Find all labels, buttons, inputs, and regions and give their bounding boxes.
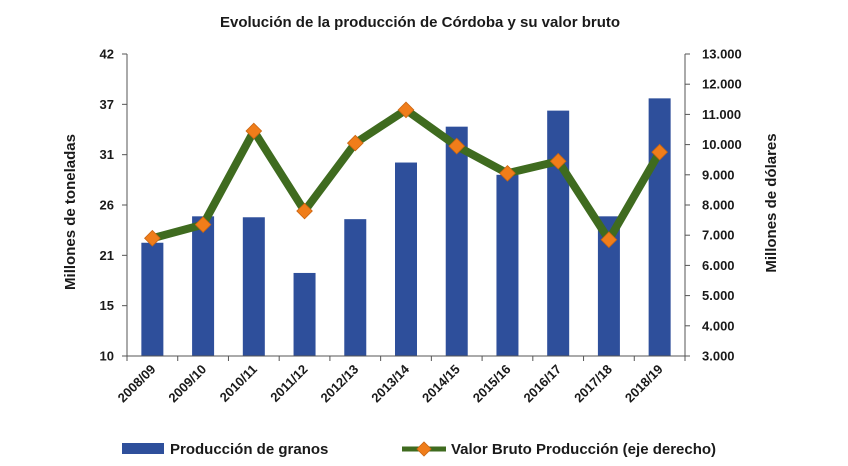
x-tick-label: 2010/11 (217, 362, 260, 405)
x-tick-label: 2017/18 (571, 362, 615, 406)
bar-2018-19 (648, 98, 671, 356)
x-tick-label: 2018/19 (622, 362, 666, 406)
marker-2016-17 (549, 152, 567, 170)
legend-label-line: Valor Bruto Producción (eje derecho) (451, 441, 716, 458)
y-right-tick-label: 7.000 (702, 228, 735, 243)
x-tick-label: 2014/15 (419, 362, 463, 406)
y-left-tick-label: 42 (100, 47, 114, 62)
bar-2012-13 (344, 219, 367, 356)
legend-swatch-marker (416, 441, 432, 457)
marker-2008-09 (144, 229, 161, 247)
bar-2008-09 (141, 242, 164, 356)
y-right-tick-label: 11.000 (702, 107, 741, 122)
y-right-tick-label: 5.000 (702, 288, 735, 303)
x-tick-label: 2011/12 (267, 362, 310, 405)
x-tick-label: 2015/16 (470, 362, 514, 406)
bar-2011-12 (293, 272, 316, 356)
legend-label-bars: Producción de granos (170, 441, 328, 458)
y-left-axis-title: Millones de toneladas (62, 134, 79, 290)
x-tick-label: 2013/14 (368, 361, 412, 405)
x-tick-label: 2009/10 (165, 362, 209, 406)
chart-title: Evolución de la producción de Córdoba y … (220, 14, 620, 31)
y-left-tick-label: 37 (100, 97, 114, 112)
bar-2010-11 (242, 217, 265, 356)
bar-2017-18 (597, 216, 620, 356)
marker-2009-10 (194, 216, 212, 233)
y-right-tick-label: 13.000 (702, 47, 742, 62)
bar-2015-16 (496, 174, 519, 356)
marker-2017-18 (600, 231, 618, 249)
marker-2013-14 (397, 101, 415, 119)
y-right-tick-label: 9.000 (702, 167, 735, 182)
marker-2012-13 (346, 134, 364, 152)
legend: Producción de granos Valor Bruto Producc… (122, 441, 716, 458)
bar-2016-17 (547, 110, 570, 356)
x-tick-label: 2016/17 (520, 362, 564, 406)
y-right-tick-label: 8.000 (702, 198, 735, 213)
bars-group (141, 98, 671, 356)
y-right-tick-label: 10.000 (702, 137, 742, 152)
bar-2013-14 (395, 162, 417, 356)
y-left-tick-label: 26 (100, 198, 114, 213)
line-group (144, 101, 668, 249)
y-left-tick-label: 21 (100, 248, 114, 263)
marker-2014-15 (448, 137, 466, 155)
x-tick-label: 2008/09 (115, 362, 159, 406)
x-tick-label: 2012/13 (318, 362, 362, 406)
legend-swatch-bars (122, 443, 164, 454)
bar-2009-10 (192, 216, 215, 356)
marker-2011-12 (296, 202, 313, 220)
y-left-tick-label: 31 (100, 147, 114, 162)
y-right-tick-label: 4.000 (702, 318, 735, 333)
ticks-group: 10 15 21 26 31 37 42 3.000 4.000 5.000 6.000 7.000 8… (100, 47, 742, 364)
x-labels-group: 2008/09 2009/10 2010/11 2011/12 2012/13 2013/… (115, 361, 666, 405)
y-left-tick-label: 15 (100, 298, 114, 313)
marker-2018-19 (651, 143, 668, 161)
marker-2010-11 (245, 122, 263, 140)
bar-2014-15 (445, 126, 468, 356)
y-right-tick-label: 3.000 (702, 349, 735, 364)
y-left-tick-label: 10 (100, 349, 114, 364)
y-right-tick-label: 6.000 (702, 258, 735, 273)
marker-2015-16 (499, 164, 516, 182)
y-right-tick-label: 12.000 (702, 77, 742, 92)
y-right-axis-title: Millones de dólares (763, 133, 780, 272)
